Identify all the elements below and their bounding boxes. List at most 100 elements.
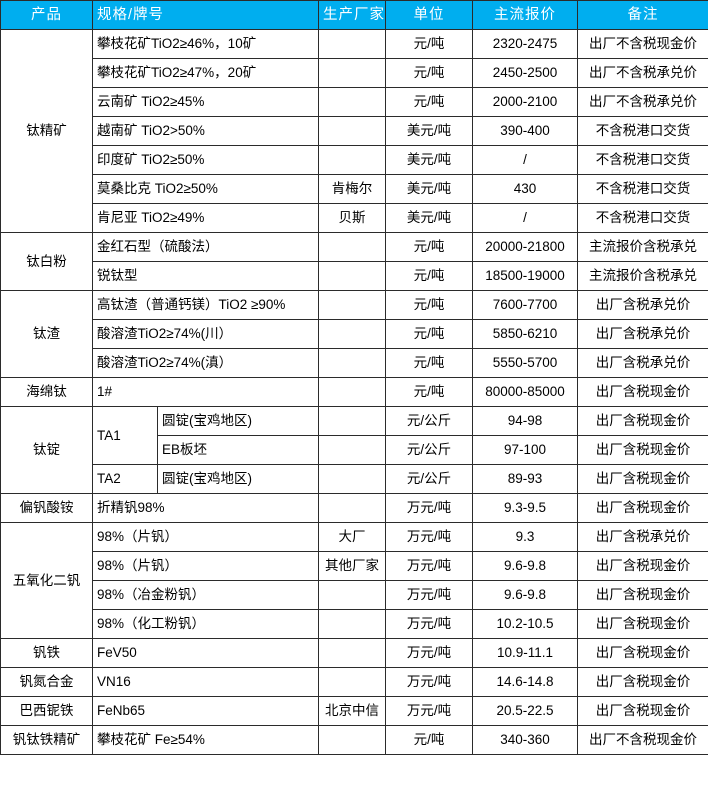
spec-cell: 攀枝花矿TiO2≥46%，10矿 xyxy=(93,30,319,59)
price-cell: 9.3 xyxy=(473,523,578,552)
grade-cell: TA2 xyxy=(93,465,158,494)
note-cell: 出厂含税承兑价 xyxy=(578,523,708,552)
unit-cell: 万元/吨 xyxy=(386,697,473,726)
manufacturer-cell xyxy=(319,436,386,465)
product-name-cell: 钛渣 xyxy=(1,291,93,378)
note-cell: 出厂含税承兑价 xyxy=(578,291,708,320)
manufacturer-cell xyxy=(319,378,386,407)
note-cell: 不含税港口交货 xyxy=(578,175,708,204)
unit-cell: 万元/吨 xyxy=(386,610,473,639)
note-cell: 出厂含税现金价 xyxy=(578,494,708,523)
note-cell: 出厂含税现金价 xyxy=(578,668,708,697)
commodity-price-table: 产品 规格/牌号 生产厂家 单位 主流报价 备注 钛精矿攀枝花矿TiO2≥46%… xyxy=(0,0,708,755)
note-cell: 主流报价含税承兑 xyxy=(578,262,708,291)
manufacturer-cell xyxy=(319,291,386,320)
price-cell: 9.6-9.8 xyxy=(473,581,578,610)
price-cell: 10.2-10.5 xyxy=(473,610,578,639)
price-cell: 89-93 xyxy=(473,465,578,494)
manufacturer-cell: 其他厂家 xyxy=(319,552,386,581)
unit-cell: 元/公斤 xyxy=(386,407,473,436)
price-cell: 430 xyxy=(473,175,578,204)
manufacturer-cell xyxy=(319,407,386,436)
spec-cell: 折精钒98% xyxy=(93,494,319,523)
price-cell: / xyxy=(473,146,578,175)
unit-cell: 元/吨 xyxy=(386,262,473,291)
spec-cell: 酸溶渣TiO2≥74%(滇） xyxy=(93,349,319,378)
spec-cell: 圆锭(宝鸡地区) xyxy=(158,465,319,494)
spec-cell: 云南矿 TiO2≥45% xyxy=(93,88,319,117)
manufacturer-cell xyxy=(319,320,386,349)
product-name-cell: 巴西铌铁 xyxy=(1,697,93,726)
column-header-product: 产品 xyxy=(1,1,93,30)
note-cell: 出厂含税现金价 xyxy=(578,697,708,726)
manufacturer-cell: 贝斯 xyxy=(319,204,386,233)
unit-cell: 元/公斤 xyxy=(386,436,473,465)
product-name-cell: 钛精矿 xyxy=(1,30,93,233)
spec-cell: 酸溶渣TiO2≥74%(川） xyxy=(93,320,319,349)
note-cell: 出厂含税现金价 xyxy=(578,465,708,494)
spec-cell: 越南矿 TiO2>50% xyxy=(93,117,319,146)
unit-cell: 元/吨 xyxy=(386,59,473,88)
note-cell: 出厂含税现金价 xyxy=(578,378,708,407)
column-header-maker: 生产厂家 xyxy=(319,1,386,30)
price-cell: 14.6-14.8 xyxy=(473,668,578,697)
header-row: 产品 规格/牌号 生产厂家 单位 主流报价 备注 xyxy=(1,1,708,30)
manufacturer-cell xyxy=(319,668,386,697)
price-cell: 18500-19000 xyxy=(473,262,578,291)
table-header: 产品 规格/牌号 生产厂家 单位 主流报价 备注 xyxy=(1,1,708,30)
product-name-cell: 钒铁 xyxy=(1,639,93,668)
price-cell: 80000-85000 xyxy=(473,378,578,407)
price-cell: 97-100 xyxy=(473,436,578,465)
note-cell: 出厂含税现金价 xyxy=(578,436,708,465)
note-cell: 出厂不含税现金价 xyxy=(578,726,708,755)
price-cell: 9.3-9.5 xyxy=(473,494,578,523)
note-cell: 出厂含税承兑价 xyxy=(578,349,708,378)
price-cell: 2000-2100 xyxy=(473,88,578,117)
product-name-cell: 钒氮合金 xyxy=(1,668,93,697)
spec-cell: FeV50 xyxy=(93,639,319,668)
unit-cell: 元/吨 xyxy=(386,88,473,117)
price-cell: 5850-6210 xyxy=(473,320,578,349)
price-cell: 9.6-9.8 xyxy=(473,552,578,581)
spec-cell: 莫桑比克 TiO2≥50% xyxy=(93,175,319,204)
column-header-note: 备注 xyxy=(578,1,708,30)
manufacturer-cell xyxy=(319,59,386,88)
bottom-whitespace xyxy=(0,755,708,806)
unit-cell: 美元/吨 xyxy=(386,175,473,204)
manufacturer-cell: 北京中信 xyxy=(319,697,386,726)
product-name-cell: 钛锭 xyxy=(1,407,93,494)
unit-cell: 万元/吨 xyxy=(386,668,473,697)
price-cell: 94-98 xyxy=(473,407,578,436)
unit-cell: 元/吨 xyxy=(386,349,473,378)
manufacturer-cell xyxy=(319,726,386,755)
unit-cell: 万元/吨 xyxy=(386,639,473,668)
price-cell: 2320-2475 xyxy=(473,30,578,59)
spec-cell: VN16 xyxy=(93,668,319,697)
spec-cell: 98%（片钒） xyxy=(93,552,319,581)
spec-cell: 98%（片钒） xyxy=(93,523,319,552)
price-cell: 2450-2500 xyxy=(473,59,578,88)
unit-cell: 元/吨 xyxy=(386,291,473,320)
unit-cell: 元/吨 xyxy=(386,726,473,755)
column-header-price: 主流报价 xyxy=(473,1,578,30)
spec-cell: 98%（冶金粉钒） xyxy=(93,581,319,610)
manufacturer-cell: 大厂 xyxy=(319,523,386,552)
note-cell: 出厂含税现金价 xyxy=(578,552,708,581)
spec-cell: 攀枝花矿TiO2≥47%，20矿 xyxy=(93,59,319,88)
note-cell: 出厂不含税承兑价 xyxy=(578,88,708,117)
note-cell: 出厂不含税承兑价 xyxy=(578,59,708,88)
